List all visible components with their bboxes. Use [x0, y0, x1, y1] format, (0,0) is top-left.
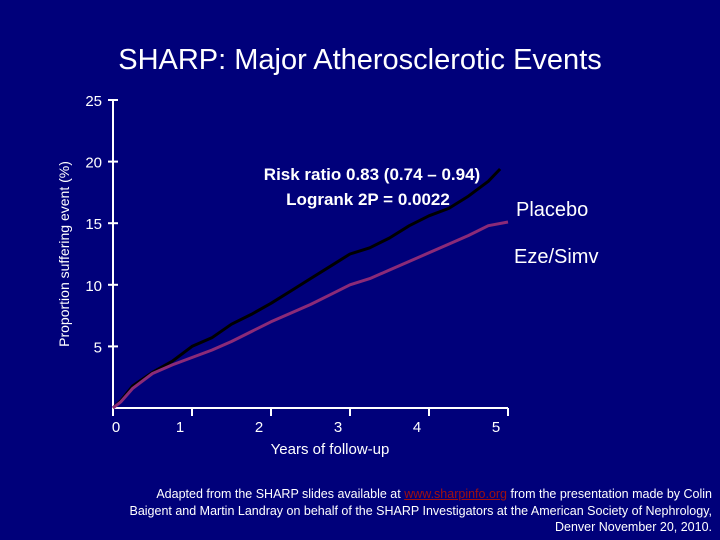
- chart-series: [111, 167, 509, 410]
- footnote-prefix: Adapted from the SHARP slides available …: [156, 487, 401, 501]
- y-tick-label-25: 25: [85, 93, 102, 110]
- x-tick-label-0: 0: [112, 419, 120, 436]
- slide-title: SHARP: Major Atherosclerotic Events: [118, 44, 602, 76]
- y-axis-title: Proportion suffering event (%): [56, 161, 72, 347]
- series-label-placebo: Placebo: [516, 199, 588, 221]
- x-tick-label-4: 4: [413, 419, 421, 436]
- y-tick-label-5: 5: [94, 339, 102, 356]
- source-footnote: Adapted from the SHARP slides available …: [112, 486, 712, 536]
- y-tick-label-10: 10: [85, 278, 102, 295]
- x-tick-label-1: 1: [176, 419, 184, 436]
- logrank-annotation: Logrank 2P = 0.0022: [286, 190, 450, 209]
- series-line-placebo: [111, 167, 502, 410]
- x-axis-title: Years of follow-up: [271, 441, 390, 458]
- y-tick-label-15: 15: [85, 216, 102, 233]
- series-line-eze-simv: [112, 220, 509, 410]
- y-tick-label-20: 20: [85, 155, 102, 172]
- sharpinfo-link[interactable]: www.sharpinfo.org: [404, 487, 508, 501]
- series-label-eze-simv: Eze/Simv: [514, 246, 598, 268]
- x-tick-label-5: 5: [492, 419, 500, 436]
- x-tick-label-3: 3: [334, 419, 342, 436]
- footnote-suffix: from the presentation made by Colin Baig…: [129, 487, 712, 534]
- risk-ratio-annotation: Risk ratio 0.83 (0.74 – 0.94): [264, 165, 480, 184]
- x-tick-label-2: 2: [255, 419, 263, 436]
- chart-axes: 5 10 15 20 25 0 1 2 3 4 5: [85, 93, 509, 436]
- chart-labels: Years of follow-up Proportion suffering e…: [56, 161, 598, 458]
